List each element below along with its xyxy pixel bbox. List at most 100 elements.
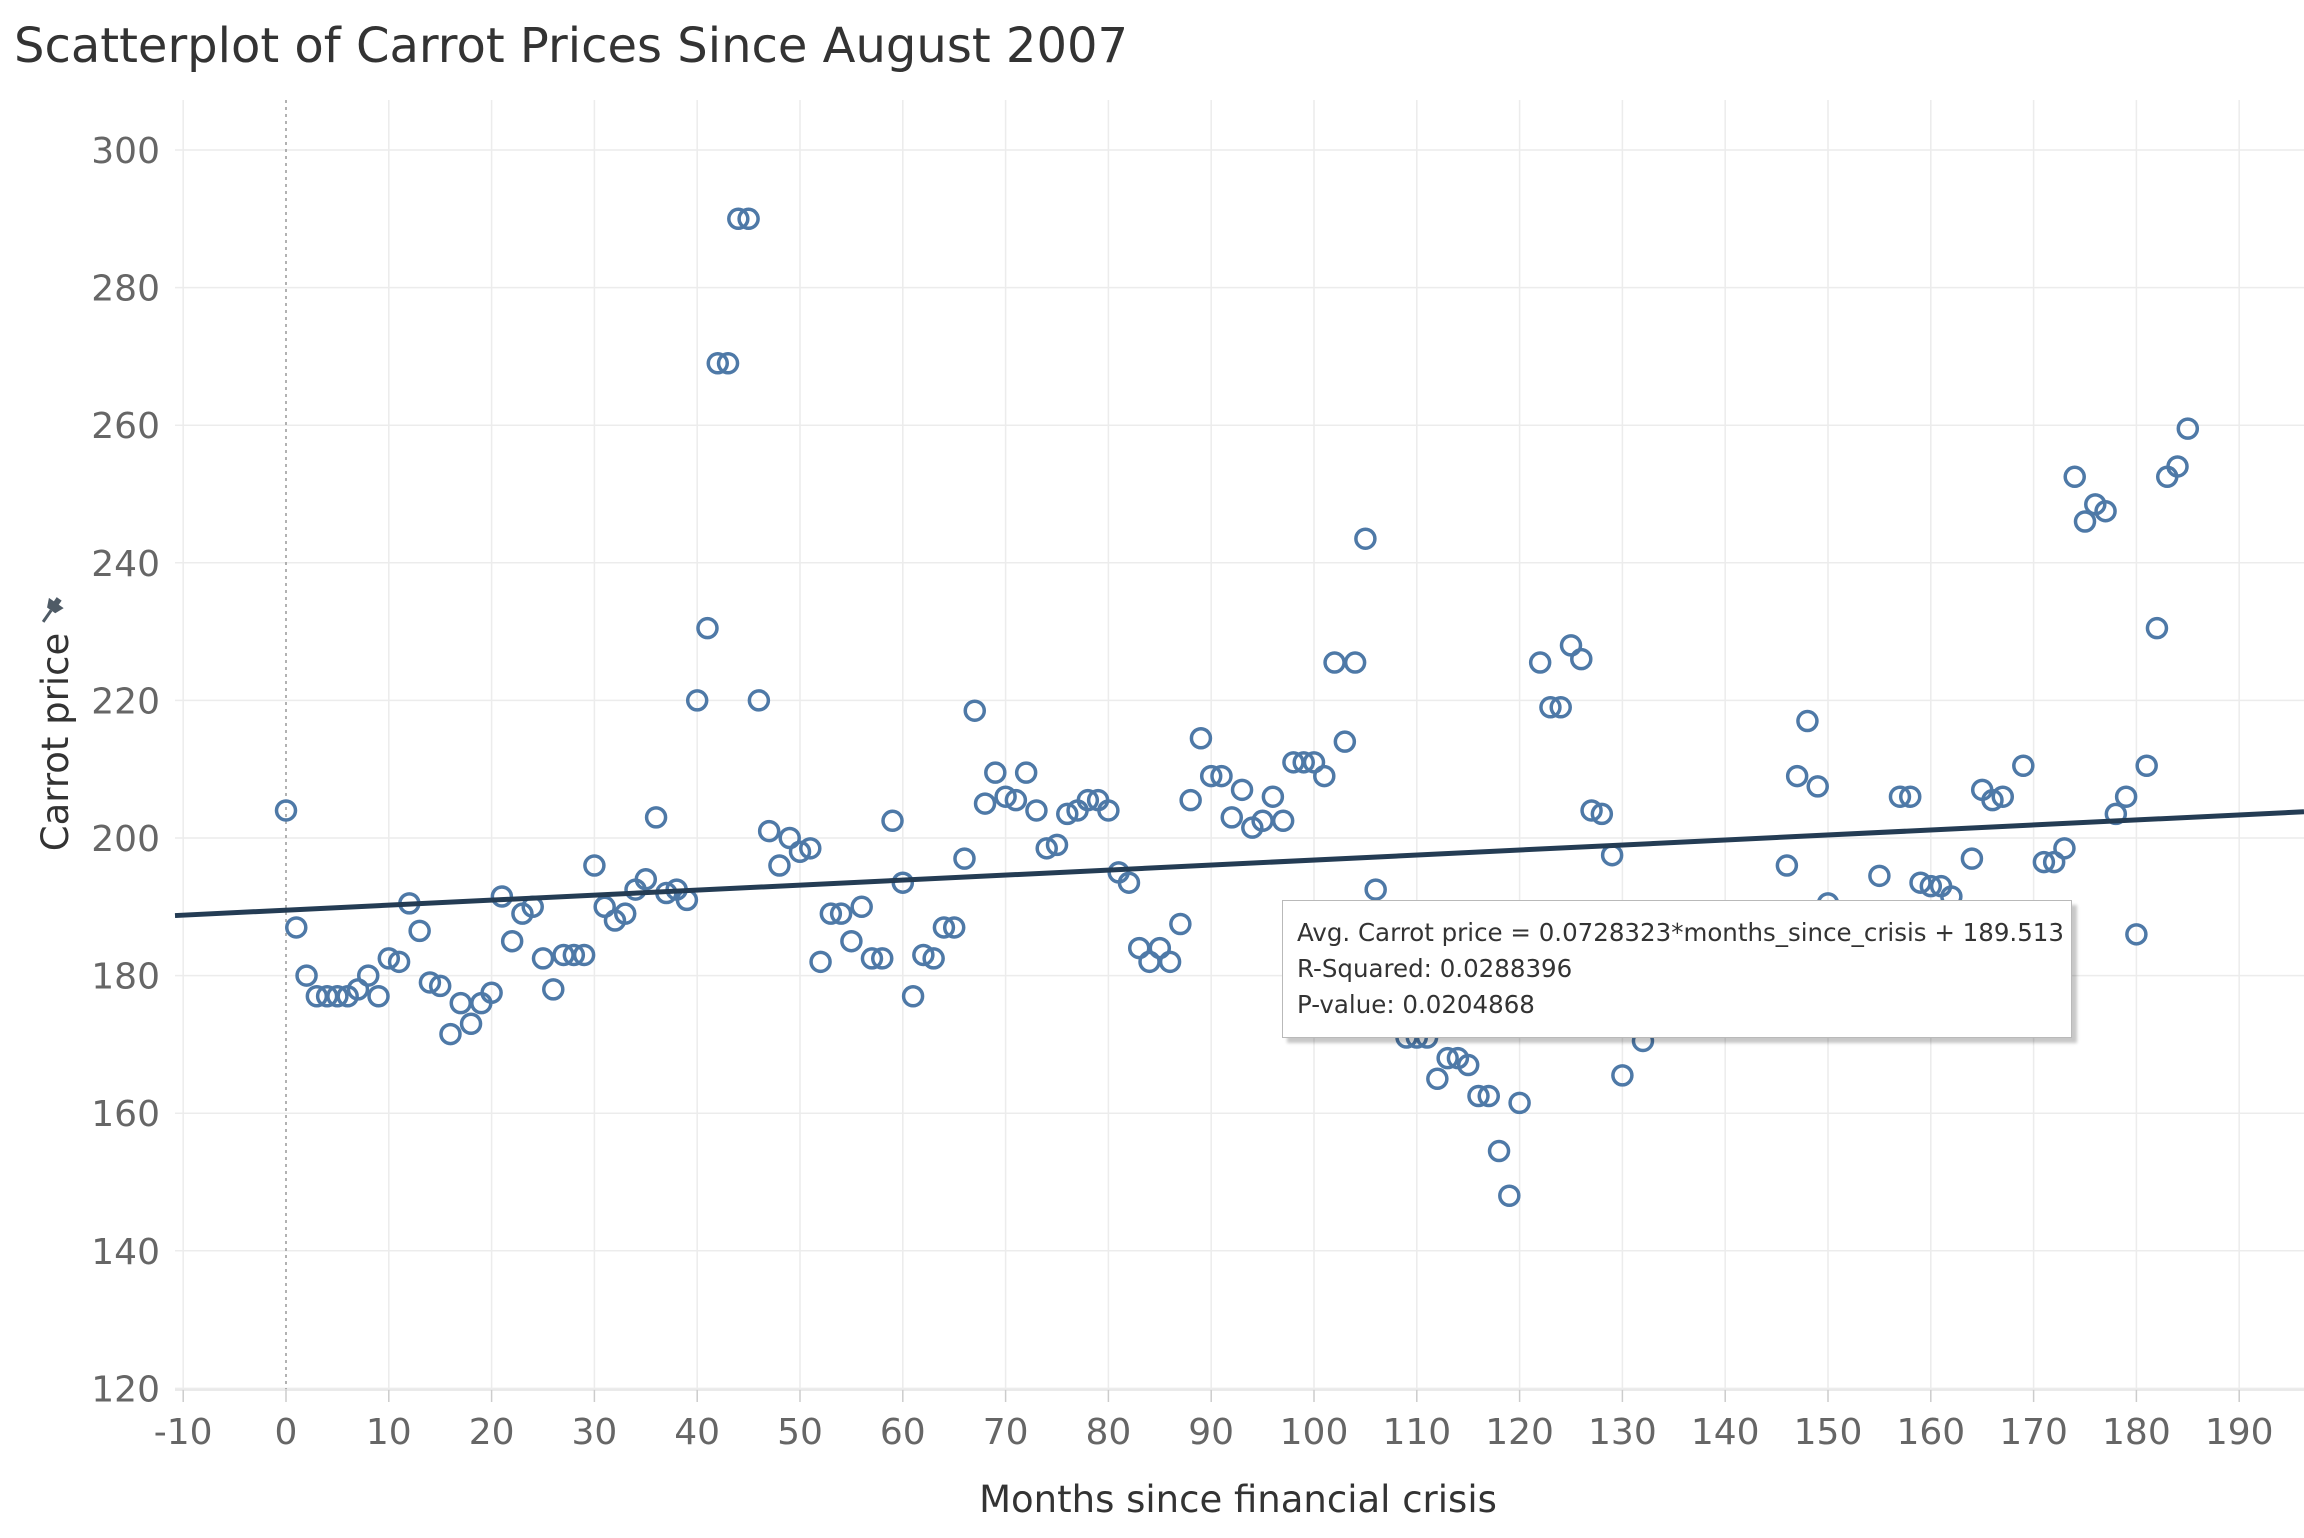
- data-point[interactable]: [1004, 788, 1028, 812]
- data-point[interactable]: [583, 854, 606, 877]
- data-point[interactable]: [1806, 775, 1829, 798]
- data-point[interactable]: [1210, 764, 1233, 788]
- data-point[interactable]: [2094, 499, 2117, 523]
- data-point[interactable]: [1014, 761, 1038, 784]
- data-point[interactable]: [799, 837, 822, 860]
- data-point[interactable]: [1025, 799, 1048, 822]
- data-point[interactable]: [881, 809, 904, 833]
- data-point[interactable]: [1189, 726, 1213, 750]
- data-point[interactable]: [1888, 785, 1912, 808]
- data-point[interactable]: [2032, 850, 2056, 874]
- data-point[interactable]: [1796, 709, 1819, 733]
- data-point[interactable]: [1991, 785, 2015, 808]
- data-point[interactable]: [1785, 764, 1809, 788]
- data-point[interactable]: [562, 943, 586, 967]
- data-point[interactable]: [418, 971, 442, 994]
- data-point[interactable]: [490, 885, 514, 908]
- data-point[interactable]: [1467, 1084, 1490, 1108]
- trend-line[interactable]: [174, 809, 2304, 919]
- data-point[interactable]: [1611, 1064, 1634, 1087]
- data-point[interactable]: [2145, 616, 2169, 640]
- data-point[interactable]: [1158, 950, 1182, 974]
- data-point[interactable]: [809, 950, 832, 974]
- data-point[interactable]: [377, 947, 401, 970]
- data-point[interactable]: [829, 902, 853, 925]
- data-point[interactable]: [2012, 754, 2035, 778]
- data-point[interactable]: [922, 947, 945, 970]
- data-point[interactable]: [2125, 923, 2148, 946]
- data-point[interactable]: [1919, 874, 1943, 898]
- data-point[interactable]: [1898, 785, 1922, 808]
- data-point[interactable]: [1323, 651, 1346, 674]
- data-point[interactable]: [984, 761, 1007, 784]
- data-point[interactable]: [1600, 843, 1624, 867]
- data-point[interactable]: [1549, 696, 1572, 719]
- data-point[interactable]: [860, 947, 884, 970]
- data-point[interactable]: [994, 785, 1017, 808]
- data-point[interactable]: [788, 840, 812, 864]
- data-point[interactable]: [1590, 802, 1614, 826]
- data-point[interactable]: [500, 929, 524, 953]
- data-point[interactable]: [850, 895, 873, 919]
- data-point[interactable]: [901, 984, 925, 1008]
- data-point[interactable]: [2063, 465, 2086, 489]
- data-point[interactable]: [870, 947, 894, 970]
- data-point[interactable]: [2166, 455, 2189, 478]
- data-point[interactable]: [1097, 799, 1120, 822]
- data-point[interactable]: [1333, 730, 1357, 753]
- data-point[interactable]: [685, 689, 709, 712]
- data-point[interactable]: [613, 902, 637, 925]
- data-point[interactable]: [1035, 837, 1058, 860]
- data-point[interactable]: [716, 352, 740, 375]
- data-point[interactable]: [387, 950, 411, 974]
- data-point[interactable]: [840, 929, 863, 953]
- data-point[interactable]: [1313, 764, 1336, 788]
- data-point[interactable]: [1261, 785, 1285, 808]
- data-point[interactable]: [326, 984, 349, 1008]
- data-point[interactable]: [542, 978, 565, 1001]
- data-point[interactable]: [2114, 785, 2138, 808]
- data-point[interactable]: [531, 947, 555, 970]
- data-point[interactable]: [459, 1012, 483, 1036]
- data-point[interactable]: [953, 847, 976, 870]
- data-point[interactable]: [356, 964, 380, 987]
- data-point[interactable]: [2176, 417, 2200, 440]
- data-point[interactable]: [1580, 799, 1603, 822]
- data-point[interactable]: [295, 964, 318, 987]
- data-point[interactable]: [274, 799, 298, 822]
- data-point[interactable]: [644, 806, 668, 829]
- data-point[interactable]: [408, 919, 431, 943]
- data-point[interactable]: [1487, 1139, 1511, 1163]
- data-point[interactable]: [1456, 1053, 1480, 1077]
- data-point[interactable]: [449, 991, 473, 1015]
- data-point[interactable]: [1220, 806, 1244, 829]
- data-point[interactable]: [285, 916, 308, 939]
- data-point[interactable]: [1076, 788, 1100, 812]
- data-point[interactable]: [737, 207, 760, 231]
- data-point[interactable]: [1528, 651, 1552, 674]
- data-point[interactable]: [634, 868, 658, 891]
- data-point[interactable]: [757, 819, 781, 843]
- data-point[interactable]: [1436, 1046, 1459, 1070]
- data-point[interactable]: [696, 616, 719, 640]
- data-point[interactable]: [367, 984, 390, 1008]
- data-point[interactable]: [963, 699, 987, 722]
- data-point[interactable]: [1364, 878, 1387, 901]
- data-point[interactable]: [1868, 864, 1891, 888]
- data-point[interactable]: [1539, 696, 1562, 719]
- data-point[interactable]: [1775, 854, 1799, 877]
- data-point[interactable]: [572, 943, 596, 967]
- data-point[interactable]: [480, 981, 503, 1005]
- data-point[interactable]: [727, 207, 750, 231]
- data-point[interactable]: [1292, 751, 1315, 774]
- data-point[interactable]: [1117, 871, 1141, 894]
- data-point[interactable]: [1045, 833, 1069, 857]
- data-point[interactable]: [1271, 809, 1295, 833]
- data-point[interactable]: [2053, 837, 2076, 860]
- data-point[interactable]: [1169, 912, 1192, 936]
- data-point[interactable]: [1508, 1091, 1531, 1115]
- data-point[interactable]: [932, 916, 956, 939]
- pin-icon[interactable]: [36, 594, 67, 627]
- data-point[interactable]: [942, 916, 966, 939]
- data-point[interactable]: [2073, 510, 2097, 533]
